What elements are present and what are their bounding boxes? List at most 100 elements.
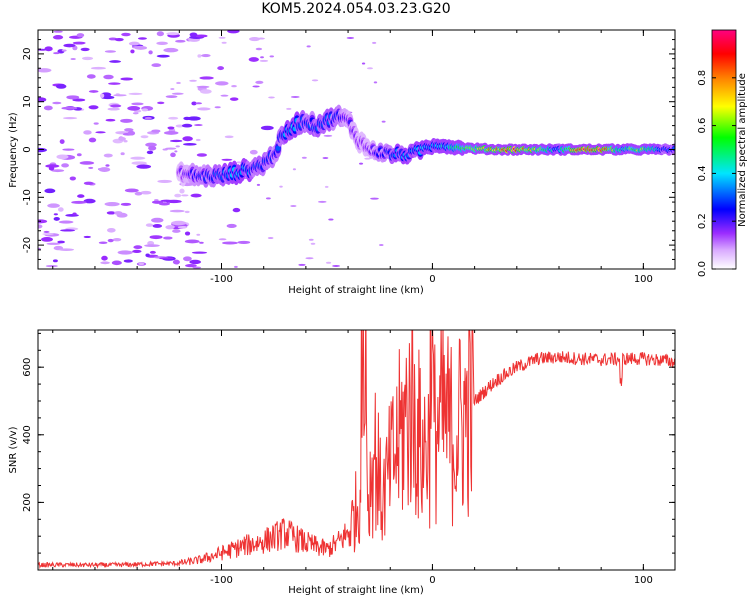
noise-speck: [359, 162, 364, 165]
noise-speck: [183, 116, 191, 121]
noise-speck: [70, 58, 76, 61]
noise-speck: [59, 139, 65, 144]
noise-speck: [179, 188, 185, 194]
noise-speck: [127, 130, 136, 136]
noise-speck: [177, 225, 188, 229]
noise-speck: [292, 168, 296, 171]
noise-speck: [167, 126, 175, 130]
noise-speck: [252, 85, 260, 88]
noise-speck: [191, 251, 208, 254]
noise-speck: [255, 80, 264, 84]
spectrogram-y-axis-label: Frequency (Hz): [8, 112, 19, 188]
noise-speck: [62, 148, 75, 151]
noise-speck: [53, 30, 63, 33]
noise-speck: [120, 77, 133, 81]
noise-speck: [71, 200, 87, 204]
noise-speck: [364, 157, 371, 160]
noise-speck: [305, 257, 314, 260]
y-tick-label: 600: [22, 358, 33, 377]
noise-speck: [182, 136, 193, 142]
noise-speck: [269, 55, 274, 58]
noise-speck: [77, 194, 85, 198]
noise-speck: [310, 242, 316, 245]
noise-speck: [174, 150, 178, 153]
noise-speck: [170, 152, 176, 158]
noise-speck: [133, 245, 143, 250]
noise-speck: [98, 241, 108, 244]
noise-speck: [163, 236, 173, 240]
noise-speck: [220, 94, 229, 97]
noise-speck: [183, 256, 192, 262]
y-tick-label: 0: [22, 146, 33, 152]
noise-speck: [53, 216, 60, 221]
noise-speck: [221, 41, 227, 44]
noise-speck: [224, 135, 234, 139]
noise-speck: [199, 241, 204, 244]
noise-speck: [190, 193, 202, 198]
snr-y-axis-label: SNR (v/v): [8, 426, 19, 473]
noise-speck: [332, 264, 341, 267]
x-tick-label: 100: [634, 575, 653, 586]
snr-panel: -100 0 100 200 400 600 Height of straight li…: [8, 329, 676, 596]
noise-speck: [317, 200, 327, 203]
noise-speck: [61, 163, 69, 168]
noise-speck: [215, 81, 229, 86]
noise-speck: [58, 220, 74, 224]
noise-speck: [105, 164, 110, 167]
x-tick-label: 100: [634, 274, 653, 285]
noise-speck: [128, 92, 143, 95]
noise-speck: [229, 97, 239, 101]
colorbar-gradient: [711, 29, 737, 270]
noise-speck: [361, 62, 366, 65]
noise-speck: [52, 101, 62, 105]
noise-speck: [166, 32, 180, 36]
noise-speck: [93, 122, 99, 125]
noise-speck: [157, 101, 165, 105]
noise-speck: [381, 120, 386, 123]
y-tick-label: 20: [22, 48, 33, 61]
noise-speck: [95, 131, 106, 134]
noise-speck: [140, 135, 149, 139]
colorbar-ticks: 0.0 0.2 0.4 0.6 0.8: [697, 70, 736, 277]
noise-speck: [76, 153, 82, 157]
spectrogram-x-axis-label: Height of straight line (km): [288, 285, 424, 296]
noise-speck: [175, 124, 184, 128]
x-tick-label: 0: [429, 575, 435, 586]
noise-speck: [45, 264, 58, 268]
noise-speck: [79, 161, 95, 165]
noise-speck: [231, 85, 237, 88]
noise-speck: [189, 32, 198, 37]
noise-speck: [234, 265, 238, 268]
noise-speck: [159, 257, 174, 260]
noise-speck: [259, 59, 269, 62]
noise-speck: [157, 179, 172, 183]
noise-speck: [57, 240, 65, 244]
noise-speck: [38, 147, 47, 153]
noise-speck: [61, 106, 78, 110]
noise-speck: [144, 244, 160, 247]
noise-speck: [52, 35, 64, 40]
noise-speck: [127, 106, 141, 111]
noise-speck: [201, 53, 211, 58]
noise-speck: [61, 49, 67, 52]
noise-speck: [197, 54, 202, 58]
noise-speck: [45, 164, 60, 168]
noise-speck: [58, 248, 75, 251]
noise-speck: [145, 223, 154, 227]
noise-speck: [256, 183, 261, 186]
noise-speck: [183, 143, 197, 146]
noise-speck: [236, 161, 242, 164]
noise-speck: [58, 207, 64, 212]
noise-speck: [170, 88, 175, 91]
noise-speck: [43, 230, 50, 233]
noise-speck: [117, 250, 133, 255]
snr-frame: [37, 329, 676, 571]
noise-speck: [55, 84, 67, 89]
noise-speck: [265, 197, 271, 200]
noise-speck: [148, 145, 157, 151]
noise-speck: [141, 108, 149, 112]
noise-speck: [184, 239, 200, 244]
noise-speck: [109, 60, 122, 63]
noise-speck: [56, 154, 69, 160]
noise-speck: [325, 261, 332, 264]
